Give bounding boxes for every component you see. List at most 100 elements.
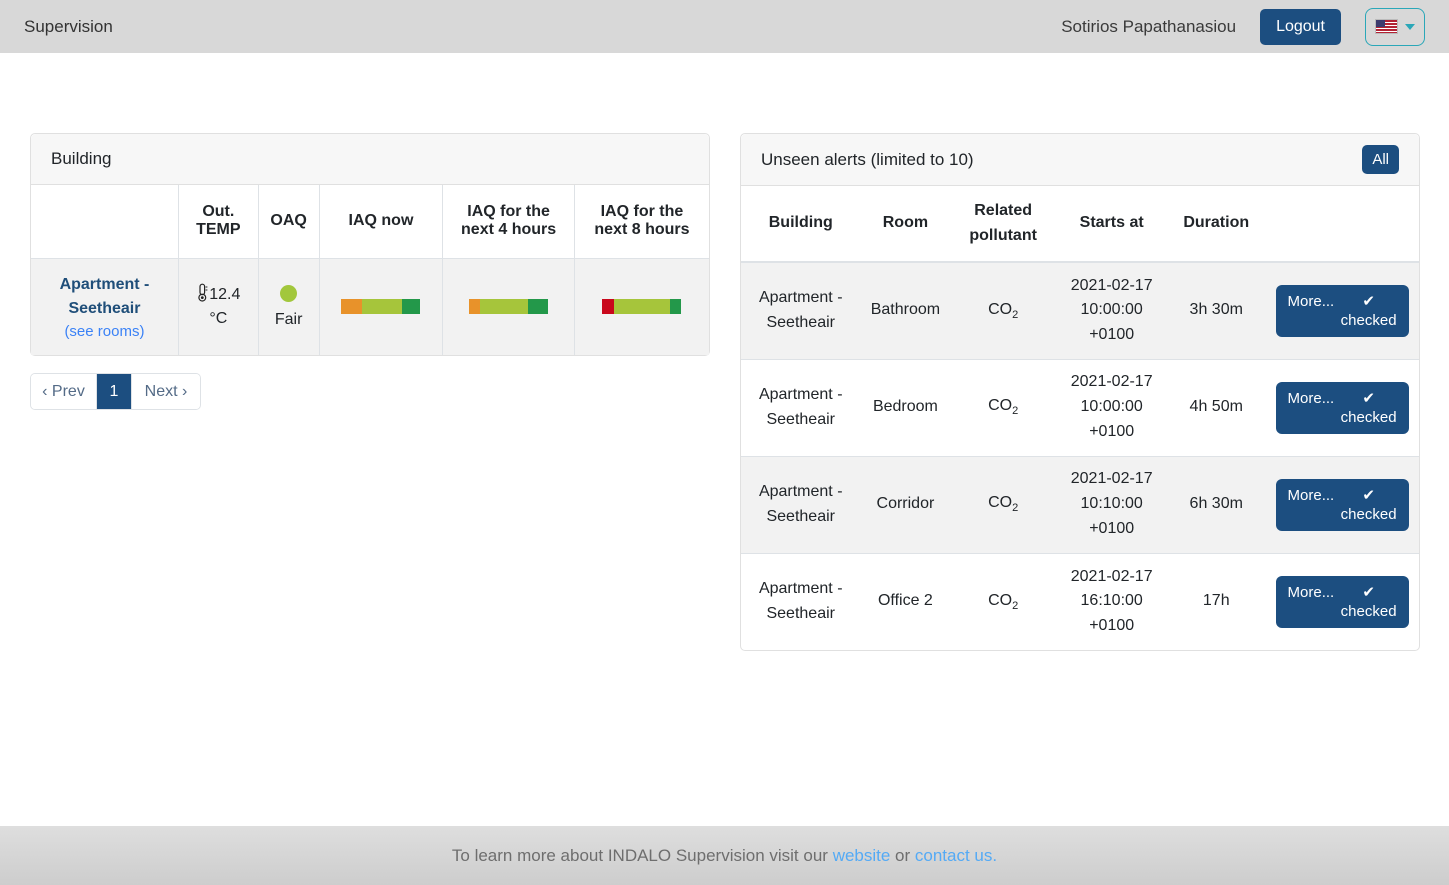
col-header-actions xyxy=(1265,186,1419,263)
col-header-out-temp: Out. TEMP xyxy=(177,185,259,259)
pagination-current-page[interactable]: 1 xyxy=(97,374,132,409)
checked-button[interactable]: ✔ checked xyxy=(1340,389,1397,426)
alert-building: Apartment - Seetheair xyxy=(741,455,861,553)
alert-action-buttons[interactable]: More... ✔ checked xyxy=(1275,381,1409,434)
building-name-cell: Apartment - Seetheair (see rooms) xyxy=(31,257,179,355)
iaq-bar-segment xyxy=(670,299,682,315)
col-header-iaq-4h: IAQ for the next 4 hours xyxy=(442,185,575,259)
iaq-now-cell xyxy=(318,257,444,355)
alert-duration: 17h xyxy=(1167,552,1266,650)
iaq-8h-cell xyxy=(573,257,709,355)
alert-action-buttons[interactable]: More... ✔ checked xyxy=(1275,478,1409,531)
iaq-now-bar xyxy=(341,299,421,315)
iaq-bar-segment xyxy=(402,299,421,315)
footer: To learn more about INDALO Supervision v… xyxy=(0,826,1449,885)
col-header-name xyxy=(31,185,179,259)
building-panel-title: Building xyxy=(51,149,112,168)
col-header-iaq-8h: IAQ for the next 8 hours xyxy=(573,185,709,259)
see-rooms-link[interactable]: (see rooms) xyxy=(64,322,145,340)
alert-starts-at: 2021-02-17 16:10:00 +0100 xyxy=(1055,552,1168,650)
col-header-pollutant: Related pollutant xyxy=(950,186,1056,263)
checked-button[interactable]: ✔ checked xyxy=(1340,486,1397,523)
check-icon: ✔ xyxy=(1362,486,1375,504)
alerts-panel: Unseen alerts (limited to 10) All Buildi… xyxy=(740,133,1420,651)
alert-actions-cell: More... ✔ checked xyxy=(1265,358,1419,456)
alert-pollutant: CO2 xyxy=(950,455,1056,553)
alert-pollutant: CO2 xyxy=(950,262,1056,359)
checked-button[interactable]: ✔ checked xyxy=(1340,583,1397,620)
check-icon: ✔ xyxy=(1362,292,1375,310)
check-icon: ✔ xyxy=(1362,389,1375,407)
alert-duration: 4h 50m xyxy=(1167,358,1266,456)
website-link[interactable]: website xyxy=(832,845,891,865)
alert-room: Bathroom xyxy=(860,262,951,359)
more-button[interactable]: More... xyxy=(1287,486,1335,504)
oaq-cell: Fair xyxy=(257,257,320,355)
alerts-table: Building Room Related pollutant Starts a… xyxy=(741,186,1419,650)
building-table-header-row: Out. TEMP OAQ IAQ now IAQ for the next 4… xyxy=(31,185,709,259)
alert-row: Apartment - Seetheair Office 2 CO2 2021-… xyxy=(741,552,1419,650)
alert-building: Apartment - Seetheair xyxy=(741,262,861,359)
footer-text-or: or xyxy=(890,845,915,865)
more-button[interactable]: More... xyxy=(1287,292,1335,310)
col-header-oaq: OAQ xyxy=(257,185,320,259)
pagination-prev-button[interactable]: ‹ Prev xyxy=(31,374,97,409)
alert-starts-at: 2021-02-17 10:00:00 +0100 xyxy=(1055,358,1168,456)
building-table-row: Apartment - Seetheair (see rooms) 12.4 °… xyxy=(31,257,709,355)
col-header-starts-at: Starts at xyxy=(1055,186,1168,263)
chevron-down-icon xyxy=(1404,23,1415,30)
building-panel: Building Out. TEMP OAQ IAQ now IAQ for t… xyxy=(30,133,710,356)
alert-row: Apartment - Seetheair Bedroom CO2 2021-0… xyxy=(741,358,1419,456)
iaq-bar-segment xyxy=(614,299,671,315)
alert-room: Office 2 xyxy=(860,552,951,650)
iaq-bar-segment xyxy=(480,299,529,315)
more-button[interactable]: More... xyxy=(1287,389,1335,407)
out-temp-value: 12.4 °C xyxy=(209,285,241,327)
iaq-4h-bar xyxy=(469,299,549,315)
app-title: Supervision xyxy=(24,16,113,36)
alert-building: Apartment - Seetheair xyxy=(741,552,861,650)
iaq-bar-segment xyxy=(361,299,403,315)
navbar: Supervision Sotirios Papathanasiou Logou… xyxy=(0,0,1449,53)
iaq-bar-segment xyxy=(469,299,481,315)
alert-pollutant: CO2 xyxy=(950,552,1056,650)
navbar-right: Sotirios Papathanasiou Logout xyxy=(1061,7,1425,46)
oaq-status-dot xyxy=(280,284,298,302)
language-dropdown[interactable] xyxy=(1365,7,1425,46)
user-name: Sotirios Papathanasiou xyxy=(1061,16,1237,36)
alert-room: Corridor xyxy=(860,455,951,553)
footer-text: To learn more about INDALO Supervision v… xyxy=(451,845,833,865)
alert-room: Bedroom xyxy=(860,358,951,456)
us-flag-icon xyxy=(1375,20,1397,33)
alerts-panel-title: Unseen alerts (limited to 10) xyxy=(761,149,974,169)
alert-starts-at: 2021-02-17 10:10:00 +0100 xyxy=(1055,455,1168,553)
iaq-bar-segment xyxy=(528,299,549,315)
alert-actions-cell: More... ✔ checked xyxy=(1265,552,1419,650)
iaq-4h-cell xyxy=(442,257,575,355)
alert-action-buttons[interactable]: More... ✔ checked xyxy=(1275,575,1409,628)
pagination-next-button[interactable]: Next › xyxy=(132,374,200,409)
building-panel-header: Building xyxy=(31,134,709,185)
alert-starts-at: 2021-02-17 10:00:00 +0100 xyxy=(1055,262,1168,359)
iaq-bar-segment xyxy=(602,299,615,315)
alerts-panel-header: Unseen alerts (limited to 10) All xyxy=(741,134,1419,186)
col-header-building: Building xyxy=(741,186,861,263)
alert-action-buttons[interactable]: More... ✔ checked xyxy=(1275,284,1409,337)
iaq-8h-bar xyxy=(602,299,682,315)
all-alerts-button[interactable]: All xyxy=(1362,145,1399,174)
more-button[interactable]: More... xyxy=(1287,583,1335,601)
alerts-table-header-row: Building Room Related pollutant Starts a… xyxy=(741,186,1419,263)
pagination: ‹ Prev 1 Next › xyxy=(30,373,201,410)
building-name-link[interactable]: Apartment - Seetheair xyxy=(59,275,150,317)
alert-duration: 6h 30m xyxy=(1167,455,1266,553)
contact-link[interactable]: contact us. xyxy=(914,845,998,865)
alert-actions-cell: More... ✔ checked xyxy=(1265,455,1419,553)
logout-button[interactable]: Logout xyxy=(1260,8,1341,45)
alert-duration: 3h 30m xyxy=(1167,262,1266,359)
building-table: Out. TEMP OAQ IAQ now IAQ for the next 4… xyxy=(31,185,709,355)
iaq-bar-segment xyxy=(341,299,362,315)
alert-actions-cell: More... ✔ checked xyxy=(1265,262,1419,359)
alert-row: Apartment - Seetheair Corridor CO2 2021-… xyxy=(741,455,1419,553)
checked-button[interactable]: ✔ checked xyxy=(1340,292,1397,329)
alert-building: Apartment - Seetheair xyxy=(741,358,861,456)
